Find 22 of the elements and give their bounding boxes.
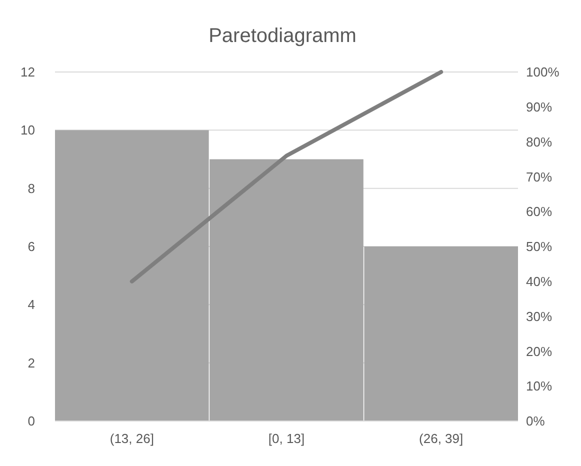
x-tick-label: (26, 39] [419, 431, 464, 446]
y-tick-label: 4 [28, 297, 35, 312]
x-tick-label: [0, 13] [268, 431, 305, 446]
y2-tick-label: 70% [526, 169, 552, 184]
y2-tick-label: 60% [526, 204, 552, 220]
y2-tick-label: 10% [526, 378, 552, 394]
y2-tick-label: 20% [526, 344, 552, 359]
y-tick-label: 6 [28, 239, 35, 254]
y2-tick-label: 50% [526, 239, 552, 254]
y-tick-label: 10 [20, 122, 35, 138]
y2-tick-label: 0% [526, 414, 546, 429]
y-tick-label: 2 [28, 355, 35, 370]
x-tick-label: (13, 26] [110, 431, 154, 446]
y2-tick-label: 100% [526, 64, 560, 80]
y-tick-label: 8 [28, 180, 35, 196]
chart-title: Paretodiagramm [208, 25, 356, 47]
y2-tick-label: 40% [526, 274, 552, 289]
y2-tick-label: 80% [526, 134, 552, 150]
y2-tick-label: 30% [526, 308, 552, 324]
y-tick-label: 12 [20, 64, 35, 80]
y2-tick-label: 90% [526, 99, 552, 114]
y-tick-label: 0 [28, 414, 35, 429]
